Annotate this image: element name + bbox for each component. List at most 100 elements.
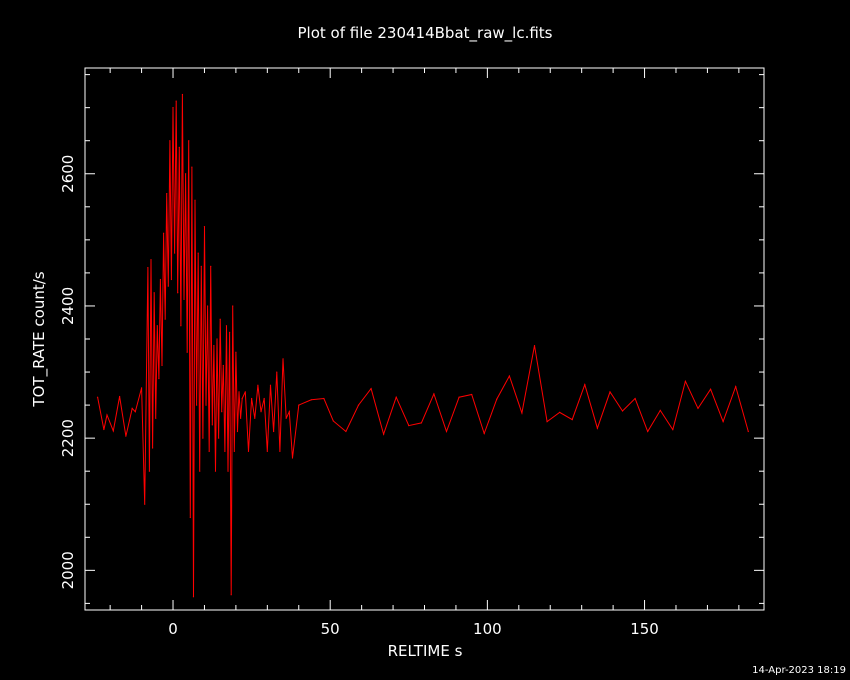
data-point [134,411,136,413]
data-point [370,387,372,390]
data-point [332,420,334,422]
data-point [230,594,232,596]
data-point [709,388,712,390]
data-point [236,430,239,433]
data-point [147,267,149,269]
data-point [188,140,190,142]
data-point [186,351,188,353]
data-point [166,192,168,195]
data-point [233,450,235,452]
data-point [722,421,724,423]
axis-ticks [85,68,764,610]
data-point [103,428,105,431]
data-point [180,325,182,327]
data-point [546,421,548,423]
y-tick-label: 2200 [59,419,77,457]
x-tick-label: 50 [321,620,340,638]
data-point [202,437,204,439]
data-point [357,404,360,406]
footer-timestamp: 14-Apr-2023 18:19 [752,665,846,676]
data-point [205,404,207,406]
data-point [458,396,460,398]
x-axis-label: RELTIME s [388,642,463,660]
data-point [161,364,163,367]
data-point [191,166,193,168]
data-point [471,393,473,396]
data-point [153,292,155,294]
data-point [241,397,243,400]
data-point [203,226,206,228]
data-point [288,411,290,413]
data-point [621,410,624,412]
data-point [659,409,661,411]
data-point [195,404,198,406]
data-point [395,396,397,398]
data-point [214,470,217,472]
data-point [181,93,184,96]
data-point [173,252,176,254]
data-point [225,325,228,327]
x-tick-label: 0 [168,620,178,638]
data-point [206,305,209,307]
data-point [533,345,536,347]
data-point [164,318,166,320]
data-point [211,424,213,426]
data-point [672,428,674,431]
data-point [747,430,749,433]
data-point [571,419,573,421]
data-point [483,432,485,435]
data-point [96,396,99,398]
data-point [158,378,160,380]
data-point [170,278,173,281]
data-point [433,393,435,395]
data-point [584,384,586,386]
data-point [199,470,201,472]
data-point [162,232,165,234]
data-point [282,358,284,360]
x-tick-label: 100 [473,620,502,638]
data-point [219,318,221,320]
data-point [240,417,242,419]
data-point [144,503,146,505]
data-point [229,331,231,333]
data-point [224,450,226,452]
data-point [596,427,598,429]
data-point [221,411,223,413]
data-point [156,325,158,327]
data-point [192,596,195,598]
data-point [408,424,410,427]
data-point [559,411,561,413]
data-point [227,470,229,472]
data-point [634,397,636,400]
data-point [273,430,275,433]
data-point [183,298,185,300]
data-point [269,384,272,386]
data-point [194,199,196,201]
data-point [445,430,448,433]
data-point [125,435,127,437]
data-point [208,450,210,452]
data-point [735,385,737,388]
data-point [217,437,220,439]
data-point [254,417,256,419]
data-point [140,387,143,389]
data-point [177,292,179,294]
data-point [298,404,300,406]
data-point [131,407,133,410]
data-point [106,414,108,416]
data-point [150,259,152,261]
data-point [200,265,202,267]
data-point [112,430,114,432]
data-point [291,457,294,459]
data-point [148,470,151,472]
data-point [496,398,498,400]
data-points [96,93,749,598]
data-point [213,345,215,347]
axis-tick-labels: 0 50 100 150 2000 2200 2400 2600 [59,155,659,638]
y-tick-label: 2000 [59,551,77,589]
data-point [175,100,177,102]
data-point [155,417,157,419]
x-tick-label: 150 [630,620,659,638]
data-point [647,430,649,433]
